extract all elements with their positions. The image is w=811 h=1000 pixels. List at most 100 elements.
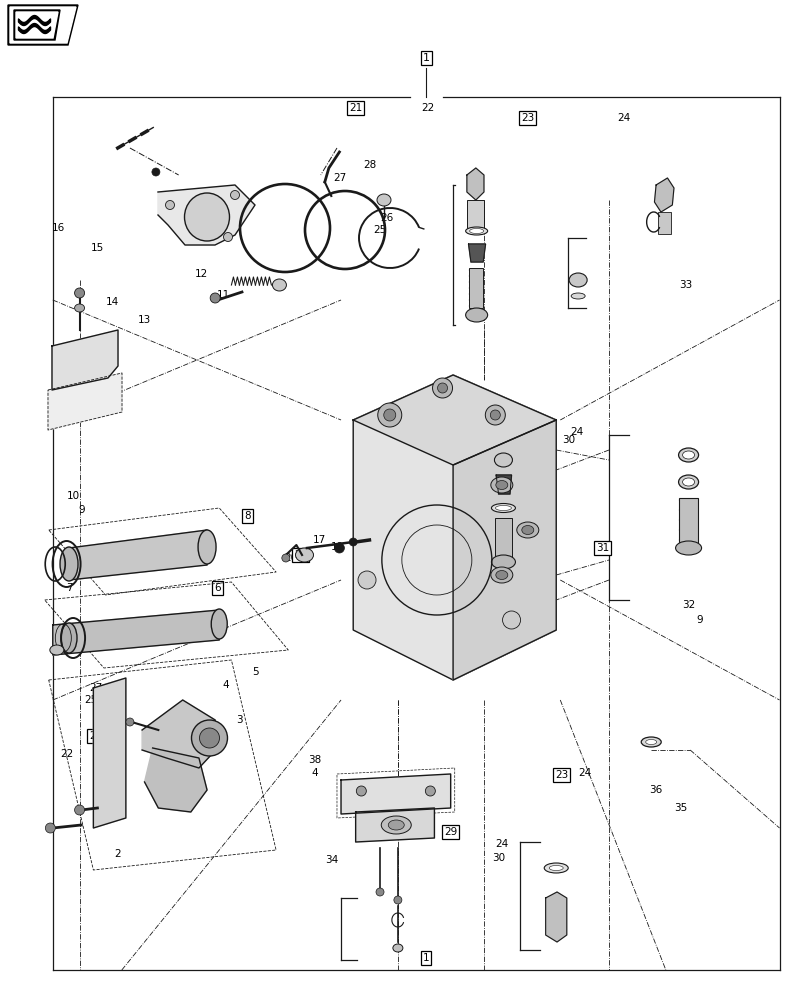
- Text: 34: 34: [324, 855, 337, 865]
- Ellipse shape: [645, 740, 656, 744]
- Text: 29: 29: [438, 427, 451, 437]
- Text: 15: 15: [91, 243, 104, 253]
- Polygon shape: [48, 373, 122, 430]
- Polygon shape: [69, 530, 207, 580]
- Bar: [678, 498, 697, 543]
- Circle shape: [432, 378, 452, 398]
- Text: 9: 9: [78, 505, 84, 515]
- Ellipse shape: [49, 645, 64, 655]
- Text: 9: 9: [696, 615, 702, 625]
- Text: 32: 32: [681, 600, 694, 610]
- Polygon shape: [355, 808, 434, 842]
- Text: 1: 1: [423, 953, 429, 963]
- Text: 10: 10: [67, 491, 79, 501]
- Polygon shape: [158, 185, 255, 245]
- Ellipse shape: [465, 227, 487, 235]
- Polygon shape: [496, 475, 511, 494]
- Circle shape: [384, 409, 395, 421]
- Polygon shape: [545, 892, 566, 942]
- Text: 29: 29: [444, 827, 457, 837]
- Text: 7: 7: [66, 583, 72, 593]
- Ellipse shape: [495, 506, 511, 510]
- Ellipse shape: [490, 567, 513, 583]
- Ellipse shape: [376, 194, 391, 206]
- Text: 36: 36: [649, 785, 662, 795]
- Text: 27: 27: [333, 173, 345, 183]
- Bar: [495, 518, 511, 558]
- Ellipse shape: [491, 555, 515, 569]
- Polygon shape: [10, 7, 76, 43]
- Ellipse shape: [198, 530, 216, 564]
- Circle shape: [75, 288, 84, 298]
- Text: 21: 21: [294, 550, 307, 560]
- Ellipse shape: [682, 451, 693, 459]
- Text: 28: 28: [363, 160, 375, 170]
- Text: 5: 5: [252, 667, 259, 677]
- Ellipse shape: [521, 526, 533, 534]
- Polygon shape: [353, 375, 556, 465]
- Text: 38: 38: [308, 755, 321, 765]
- Circle shape: [75, 805, 84, 815]
- Text: 4: 4: [222, 680, 229, 690]
- Ellipse shape: [491, 504, 515, 512]
- Text: 21: 21: [349, 103, 362, 113]
- Text: 30: 30: [561, 435, 574, 445]
- Text: 3: 3: [236, 715, 242, 725]
- Ellipse shape: [496, 570, 507, 580]
- Text: 21: 21: [89, 731, 102, 741]
- Ellipse shape: [675, 541, 701, 555]
- Circle shape: [165, 200, 174, 210]
- Ellipse shape: [569, 273, 586, 287]
- Circle shape: [437, 383, 447, 393]
- Polygon shape: [53, 610, 219, 655]
- Ellipse shape: [61, 623, 77, 653]
- Text: 11: 11: [217, 290, 230, 300]
- Text: 17: 17: [312, 535, 325, 545]
- Ellipse shape: [272, 279, 286, 291]
- Circle shape: [375, 888, 384, 896]
- Text: 31: 31: [595, 543, 608, 553]
- Circle shape: [358, 571, 375, 589]
- Text: 22: 22: [60, 749, 73, 759]
- Circle shape: [200, 728, 219, 748]
- Circle shape: [45, 823, 55, 833]
- Circle shape: [393, 896, 401, 904]
- Circle shape: [485, 405, 504, 425]
- Text: 35: 35: [673, 803, 686, 813]
- Polygon shape: [654, 178, 673, 212]
- Ellipse shape: [543, 863, 568, 873]
- Text: 1: 1: [423, 53, 429, 63]
- Text: 25: 25: [373, 225, 386, 235]
- Circle shape: [230, 190, 239, 200]
- Ellipse shape: [678, 475, 697, 489]
- Text: 22: 22: [368, 550, 381, 560]
- Polygon shape: [144, 748, 207, 812]
- Ellipse shape: [295, 548, 313, 562]
- Ellipse shape: [184, 193, 230, 241]
- Polygon shape: [52, 330, 118, 390]
- Ellipse shape: [641, 737, 660, 747]
- Circle shape: [349, 538, 357, 546]
- Ellipse shape: [496, 481, 507, 489]
- Polygon shape: [14, 10, 60, 40]
- Text: 6: 6: [214, 583, 221, 593]
- Ellipse shape: [682, 478, 693, 486]
- Text: 18: 18: [363, 537, 376, 547]
- Ellipse shape: [60, 547, 78, 581]
- Text: 22: 22: [421, 103, 434, 113]
- Ellipse shape: [381, 816, 410, 834]
- Text: 12: 12: [195, 269, 208, 279]
- Text: 8: 8: [244, 511, 251, 521]
- Circle shape: [191, 720, 227, 756]
- Polygon shape: [466, 168, 483, 200]
- Text: 24: 24: [616, 113, 629, 123]
- Polygon shape: [341, 774, 450, 814]
- Circle shape: [223, 232, 232, 241]
- Polygon shape: [142, 700, 217, 768]
- Ellipse shape: [516, 522, 539, 538]
- Polygon shape: [16, 12, 58, 38]
- Ellipse shape: [494, 453, 512, 467]
- Ellipse shape: [548, 865, 563, 870]
- Text: 37: 37: [99, 695, 112, 705]
- Bar: [466, 200, 483, 228]
